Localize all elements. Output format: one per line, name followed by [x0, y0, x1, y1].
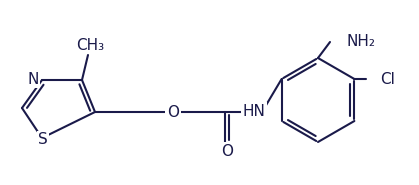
Text: O: O: [221, 144, 233, 159]
Text: O: O: [167, 105, 179, 120]
Text: Cl: Cl: [380, 71, 395, 87]
Text: HN: HN: [243, 103, 266, 119]
Text: NH₂: NH₂: [346, 33, 375, 48]
Text: N: N: [27, 71, 39, 87]
Text: CH₃: CH₃: [76, 38, 104, 53]
Text: S: S: [38, 132, 48, 147]
